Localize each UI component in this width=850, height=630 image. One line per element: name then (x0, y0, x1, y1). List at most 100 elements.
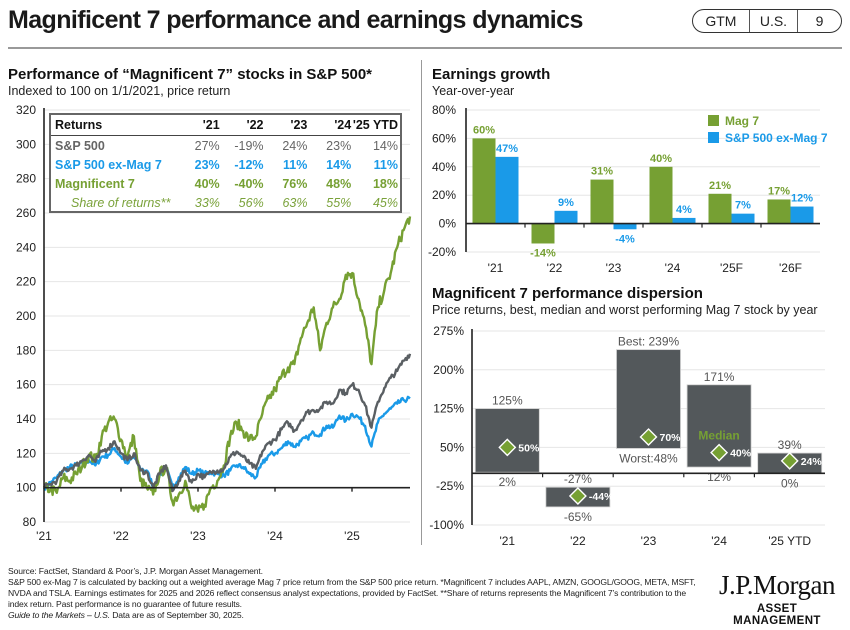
legend-item-mag7: Mag 7 (708, 112, 828, 129)
worst-label: -65% (564, 510, 592, 524)
bar-mag7 (472, 138, 496, 224)
table-header-row: Returns '21 '22 '23 '24 '25 YTD (51, 115, 400, 136)
y-tick-label: 80 (23, 515, 37, 529)
earnings-title: Earnings growth (432, 66, 551, 83)
x-tick-label: '22 (113, 529, 129, 543)
methodology-note: S&P 500 ex-Mag 7 is calculated by backin… (8, 577, 696, 609)
x-tick-label: '24 (665, 261, 681, 275)
source-note: Source: FactSet, Standard & Poor’s, J.P.… (8, 566, 263, 576)
bar-data-label: 7% (735, 200, 751, 212)
median-label: 40% (730, 448, 752, 460)
table-cell: 24% (282, 138, 308, 153)
median-label: 24% (801, 456, 823, 468)
x-tick-label: '25F (720, 261, 743, 275)
x-tick-label: '24 (267, 529, 283, 543)
table-header: '24 (334, 118, 352, 132)
y-tick-label: 280 (16, 172, 36, 186)
median-marker (780, 451, 799, 470)
header-divider (8, 47, 842, 49)
table-cell: 48% (326, 176, 352, 191)
x-tick-label: '21 (488, 261, 504, 275)
performance-title: Performance of “Magnificent 7” stocks in… (8, 66, 373, 83)
median-label: -44% (589, 491, 614, 503)
y-tick-label: 200 (16, 309, 36, 323)
table-cell: 27% (194, 138, 220, 153)
bar-mag7 (767, 199, 791, 224)
x-tick-label: '22 (570, 534, 586, 548)
data-as-of: Data are as of September 30, 2025. (110, 610, 244, 620)
x-tick-label: '25 (344, 529, 360, 543)
median-marker (498, 438, 517, 457)
table-cell: 11% (283, 157, 308, 172)
y-tick-label: 200% (433, 363, 464, 377)
x-tick-label: '23 (641, 534, 657, 548)
gtm-badge: GTM U.S. 9 (692, 9, 842, 33)
bar-ex-mag7 (554, 210, 578, 224)
badge-region: U.S. (748, 10, 797, 32)
table-cell: 40% (194, 176, 220, 191)
y-tick-label: 125% (433, 402, 464, 416)
bar-data-label: 40% (650, 153, 672, 165)
y-tick-label: 260 (16, 206, 36, 220)
table-cell: 76% (282, 176, 308, 191)
legend-label: S&P 500 ex-Mag 7 (725, 130, 828, 145)
badge-page-number: 9 (797, 10, 841, 32)
table-row-share: Share of returns** 33% 56% 63% 55% 45% (51, 193, 400, 212)
bar-mag7 (590, 179, 614, 224)
best-label: 125% (492, 394, 523, 408)
table-cell: 11% (373, 157, 398, 172)
y-tick-label: 20% (432, 188, 456, 202)
table-row-mag7: Magnificent 7 40% -40% 76% 48% 18% (51, 174, 400, 193)
table-cell: 33% (194, 195, 220, 210)
returns-table: Returns '21 '22 '23 '24 '25 YTD S&P 500 … (49, 113, 402, 213)
table-cell: 56% (238, 195, 264, 210)
y-tick-label: 220 (16, 275, 36, 289)
dispersion-subtitle: Price returns, best, median and worst pe… (432, 303, 818, 317)
bar-data-label: 12% (791, 193, 813, 205)
y-tick-label: 180 (16, 343, 36, 357)
bar-data-label: 21% (709, 180, 731, 192)
median-label: 70% (660, 432, 682, 444)
y-tick-label: 140 (16, 412, 36, 426)
y-tick-label: 275% (433, 324, 464, 338)
bar-data-label: 4% (676, 204, 692, 216)
jpmorgan-logo: J.P.Morgan ASSET MANAGEMENT (712, 570, 842, 627)
y-tick-label: -25% (436, 479, 464, 493)
worst-label: Worst:48% (619, 451, 678, 465)
row-label: Magnificent 7 (55, 176, 135, 191)
median-marker (568, 487, 587, 506)
earnings-subtitle: Year-over-year (432, 84, 515, 98)
y-tick-label: -100% (429, 518, 464, 532)
table-row-sp500: S&P 500 27% -19% 24% 23% 14% (51, 136, 400, 155)
bar-ex-mag7 (613, 223, 637, 230)
line-series-sp500 (42, 353, 412, 493)
panel-divider (421, 60, 422, 545)
bar-data-label: 60% (473, 124, 495, 136)
logo-wordmark: J.P.Morgan (718, 570, 836, 600)
performance-subtitle: Indexed to 100 on 1/1/2021, price return (8, 84, 231, 98)
x-tick-label: '23 (190, 529, 206, 543)
bar-ex-mag7 (495, 156, 519, 224)
y-tick-label: 300 (16, 137, 36, 151)
bar-data-label: -14% (530, 247, 556, 259)
date-note: Guide to the Markets – U.S. Data are as … (8, 610, 698, 621)
legend-swatch-mag7 (708, 115, 719, 126)
bar-mag7 (531, 223, 555, 244)
table-cell: -40% (234, 176, 264, 191)
bar-ex-mag7 (731, 213, 755, 224)
row-label: S&P 500 ex-Mag 7 (55, 157, 162, 172)
x-tick-label: '22 (547, 261, 563, 275)
table-header: '23 (290, 118, 308, 132)
line-series-ex-mag7 (42, 395, 411, 491)
table-cell: 23% (326, 138, 352, 153)
x-tick-label: '25 YTD (768, 534, 811, 548)
page-title: Magnificent 7 performance and earnings d… (8, 6, 583, 34)
bar-data-label: -4% (615, 233, 635, 245)
table-cell: 45% (372, 195, 399, 210)
guide-title: Guide to the Markets – U.S. (8, 610, 110, 620)
table-cell: -12% (234, 157, 264, 172)
table-row-ex-mag7: S&P 500 ex-Mag 7 23% -12% 11% 14% 11% (51, 155, 400, 174)
x-tick-label: '21 (36, 529, 52, 543)
median-marker (639, 428, 658, 447)
